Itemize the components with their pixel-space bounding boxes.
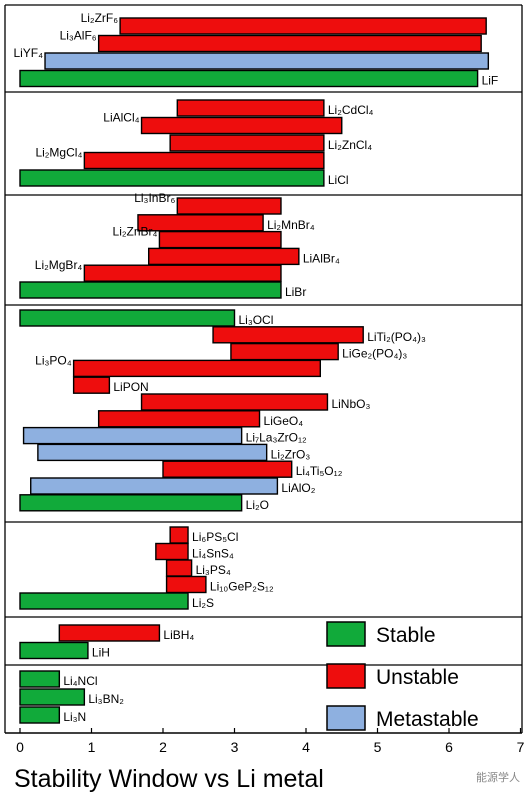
x-axis: 0 1 2 3 4 5 6 7 — [5, 728, 525, 755]
bar-li7la3zro12 — [22, 426, 243, 445]
bar-label-li10gep2s12: Li₁₀GeP₂S₁₂ — [210, 580, 274, 594]
legend-swatch-unstable — [326, 663, 366, 689]
bar-label-libh4: LiBH₄ — [163, 628, 194, 642]
x-tick-label: 7 — [517, 739, 525, 755]
plot-frame — [4, 4, 523, 733]
legend-swatch-metastable — [326, 705, 366, 731]
bar-label-liti2-po4-3: LiTi₂(PO₄)₃ — [367, 330, 426, 344]
bar-label-linbo3: LiNbO₃ — [331, 397, 370, 411]
chart-title: Stability Window vs Li metal — [14, 765, 324, 793]
bar-linbo3 — [140, 393, 329, 411]
legend: Stable Unstable Metastable — [326, 621, 479, 731]
bar-li3ps4 — [165, 559, 193, 577]
bar-label-libr: LiBr — [285, 285, 306, 299]
bar-label-li4sns4: Li₄SnS₄ — [192, 547, 234, 561]
bar-li2zrf6 — [119, 17, 487, 35]
bar-label-lipon: LiPON — [113, 380, 148, 394]
bar-li3ocl — [19, 309, 236, 327]
bar-label-lif: LiF — [482, 74, 499, 88]
bar-label-liyf4: LiYF₄ — [13, 46, 43, 60]
bar-liti2-po4-3 — [212, 326, 364, 344]
bar-label-li2s: Li₂S — [192, 596, 214, 610]
watermark: 能源学人 — [476, 770, 520, 784]
bar-label-lih: LiH — [92, 646, 110, 660]
bar-label-li3alf6: Li₃AlF₆ — [60, 29, 97, 43]
bars-layer — [19, 17, 490, 724]
bar-label-li4ti5o12: Li₄Ti₅O₁₂ — [296, 464, 343, 478]
bar-label-li3inbr6: Li₃InBr₆ — [134, 191, 175, 205]
bar-lialbr4 — [147, 247, 300, 266]
bar-label-li2mgcl4: Li₂MgCl₄ — [35, 146, 82, 160]
x-tick-label: 6 — [445, 739, 453, 755]
bar-label-li2zncl4: Li₂ZnCl₄ — [328, 138, 372, 152]
bar-label-li6ps5cl: Li₆PS₅Cl — [192, 530, 238, 544]
bar-ligeo4 — [97, 410, 261, 428]
bar-lige2-po4-3 — [230, 342, 339, 361]
bar-label-li3ocl: Li₃OCl — [239, 313, 274, 327]
bar-label-lige2-po4-3: LiGe₂(PO₄)₃ — [342, 347, 407, 361]
bar-li4sns4 — [155, 542, 189, 561]
bar-li3alf6 — [97, 34, 482, 53]
bar-label-li2mgbr4: Li₂MgBr₄ — [35, 258, 83, 272]
bar-li2zro3 — [37, 443, 268, 462]
legend-label-unstable: Unstable — [376, 666, 459, 689]
bar-li3n — [19, 706, 61, 724]
bar-li10gep2s12 — [165, 575, 207, 594]
bar-lialcl4 — [140, 116, 343, 135]
x-tick-label: 3 — [231, 739, 239, 755]
bar-label-li2zro3: Li₂ZrO₃ — [271, 447, 311, 461]
bar-li2o — [19, 494, 243, 512]
bar-libr — [19, 281, 282, 299]
bar-li4ncl — [19, 670, 61, 688]
bar-li2mgcl4 — [83, 151, 325, 170]
bar-libh4 — [58, 624, 161, 642]
bar-label-li2o: Li₂O — [246, 498, 269, 512]
x-tick-label: 2 — [159, 739, 167, 755]
bar-label-lialo2: LiAlO₂ — [281, 481, 315, 495]
x-tick-label: 1 — [88, 739, 96, 755]
bar-label-li3bn2: Li₃BN₂ — [88, 692, 124, 706]
bar-lialo2 — [30, 477, 279, 495]
x-tick-label: 4 — [302, 739, 310, 755]
bar-li2mnbr4 — [137, 214, 264, 232]
legend-label-stable: Stable — [376, 624, 436, 647]
bar-label-li4ncl: Li₄NCl — [63, 674, 97, 688]
bar-label-licl: LiCl — [328, 173, 349, 187]
x-tick-label: 5 — [374, 739, 382, 755]
bar-labels-layer: Li₂ZrF₆ Li₃AlF₆ LiYF₄ LiF Li₂CdCl₄ LiAlCl₄ Li₂… — [13, 11, 498, 724]
bar-licl — [19, 169, 325, 187]
bar-lif — [19, 69, 479, 88]
bar-liyf4 — [44, 52, 490, 70]
bar-li3bn2 — [19, 688, 86, 706]
bar-label-li7la3zro12: Li₇La₃ZrO₁₂ — [246, 431, 307, 445]
bar-label-li2cdcl4: Li₂CdCl₄ — [328, 103, 374, 117]
bar-label-lialcl4: LiAlCl₄ — [103, 111, 139, 125]
legend-swatch-stable — [326, 621, 366, 647]
bar-label-ligeo4: LiGeO₄ — [264, 414, 304, 428]
bar-li2zncl4 — [169, 134, 325, 152]
bar-label-lialbr4: LiAlBr₄ — [303, 251, 340, 265]
bar-lipon — [72, 376, 111, 394]
bar-label-li2zrf6: Li₂ZrF₆ — [81, 11, 119, 25]
bar-label-li2znbr4: Li₂ZnBr₄ — [113, 225, 158, 239]
bar-li3po4 — [72, 359, 322, 378]
bar-li2znbr4 — [158, 230, 282, 249]
bar-label-li3n: Li₃N — [63, 710, 86, 724]
bar-li3inbr6 — [176, 197, 282, 215]
bar-li2cdcl4 — [176, 99, 325, 117]
bar-label-li3ps4: Li₃PS₄ — [196, 563, 231, 577]
bar-lih — [19, 641, 89, 660]
bar-li6ps5cl — [169, 526, 189, 544]
bar-li4ti5o12 — [162, 460, 293, 478]
bar-label-li2mnbr4: Li₂MnBr₄ — [267, 218, 315, 232]
bar-label-li3po4: Li₃PO₄ — [35, 353, 72, 367]
legend-label-metastable: Metastable — [376, 708, 479, 731]
x-tick-label: 0 — [16, 739, 24, 755]
bar-li2s — [19, 592, 189, 610]
bar-li2mgbr4 — [83, 264, 282, 282]
